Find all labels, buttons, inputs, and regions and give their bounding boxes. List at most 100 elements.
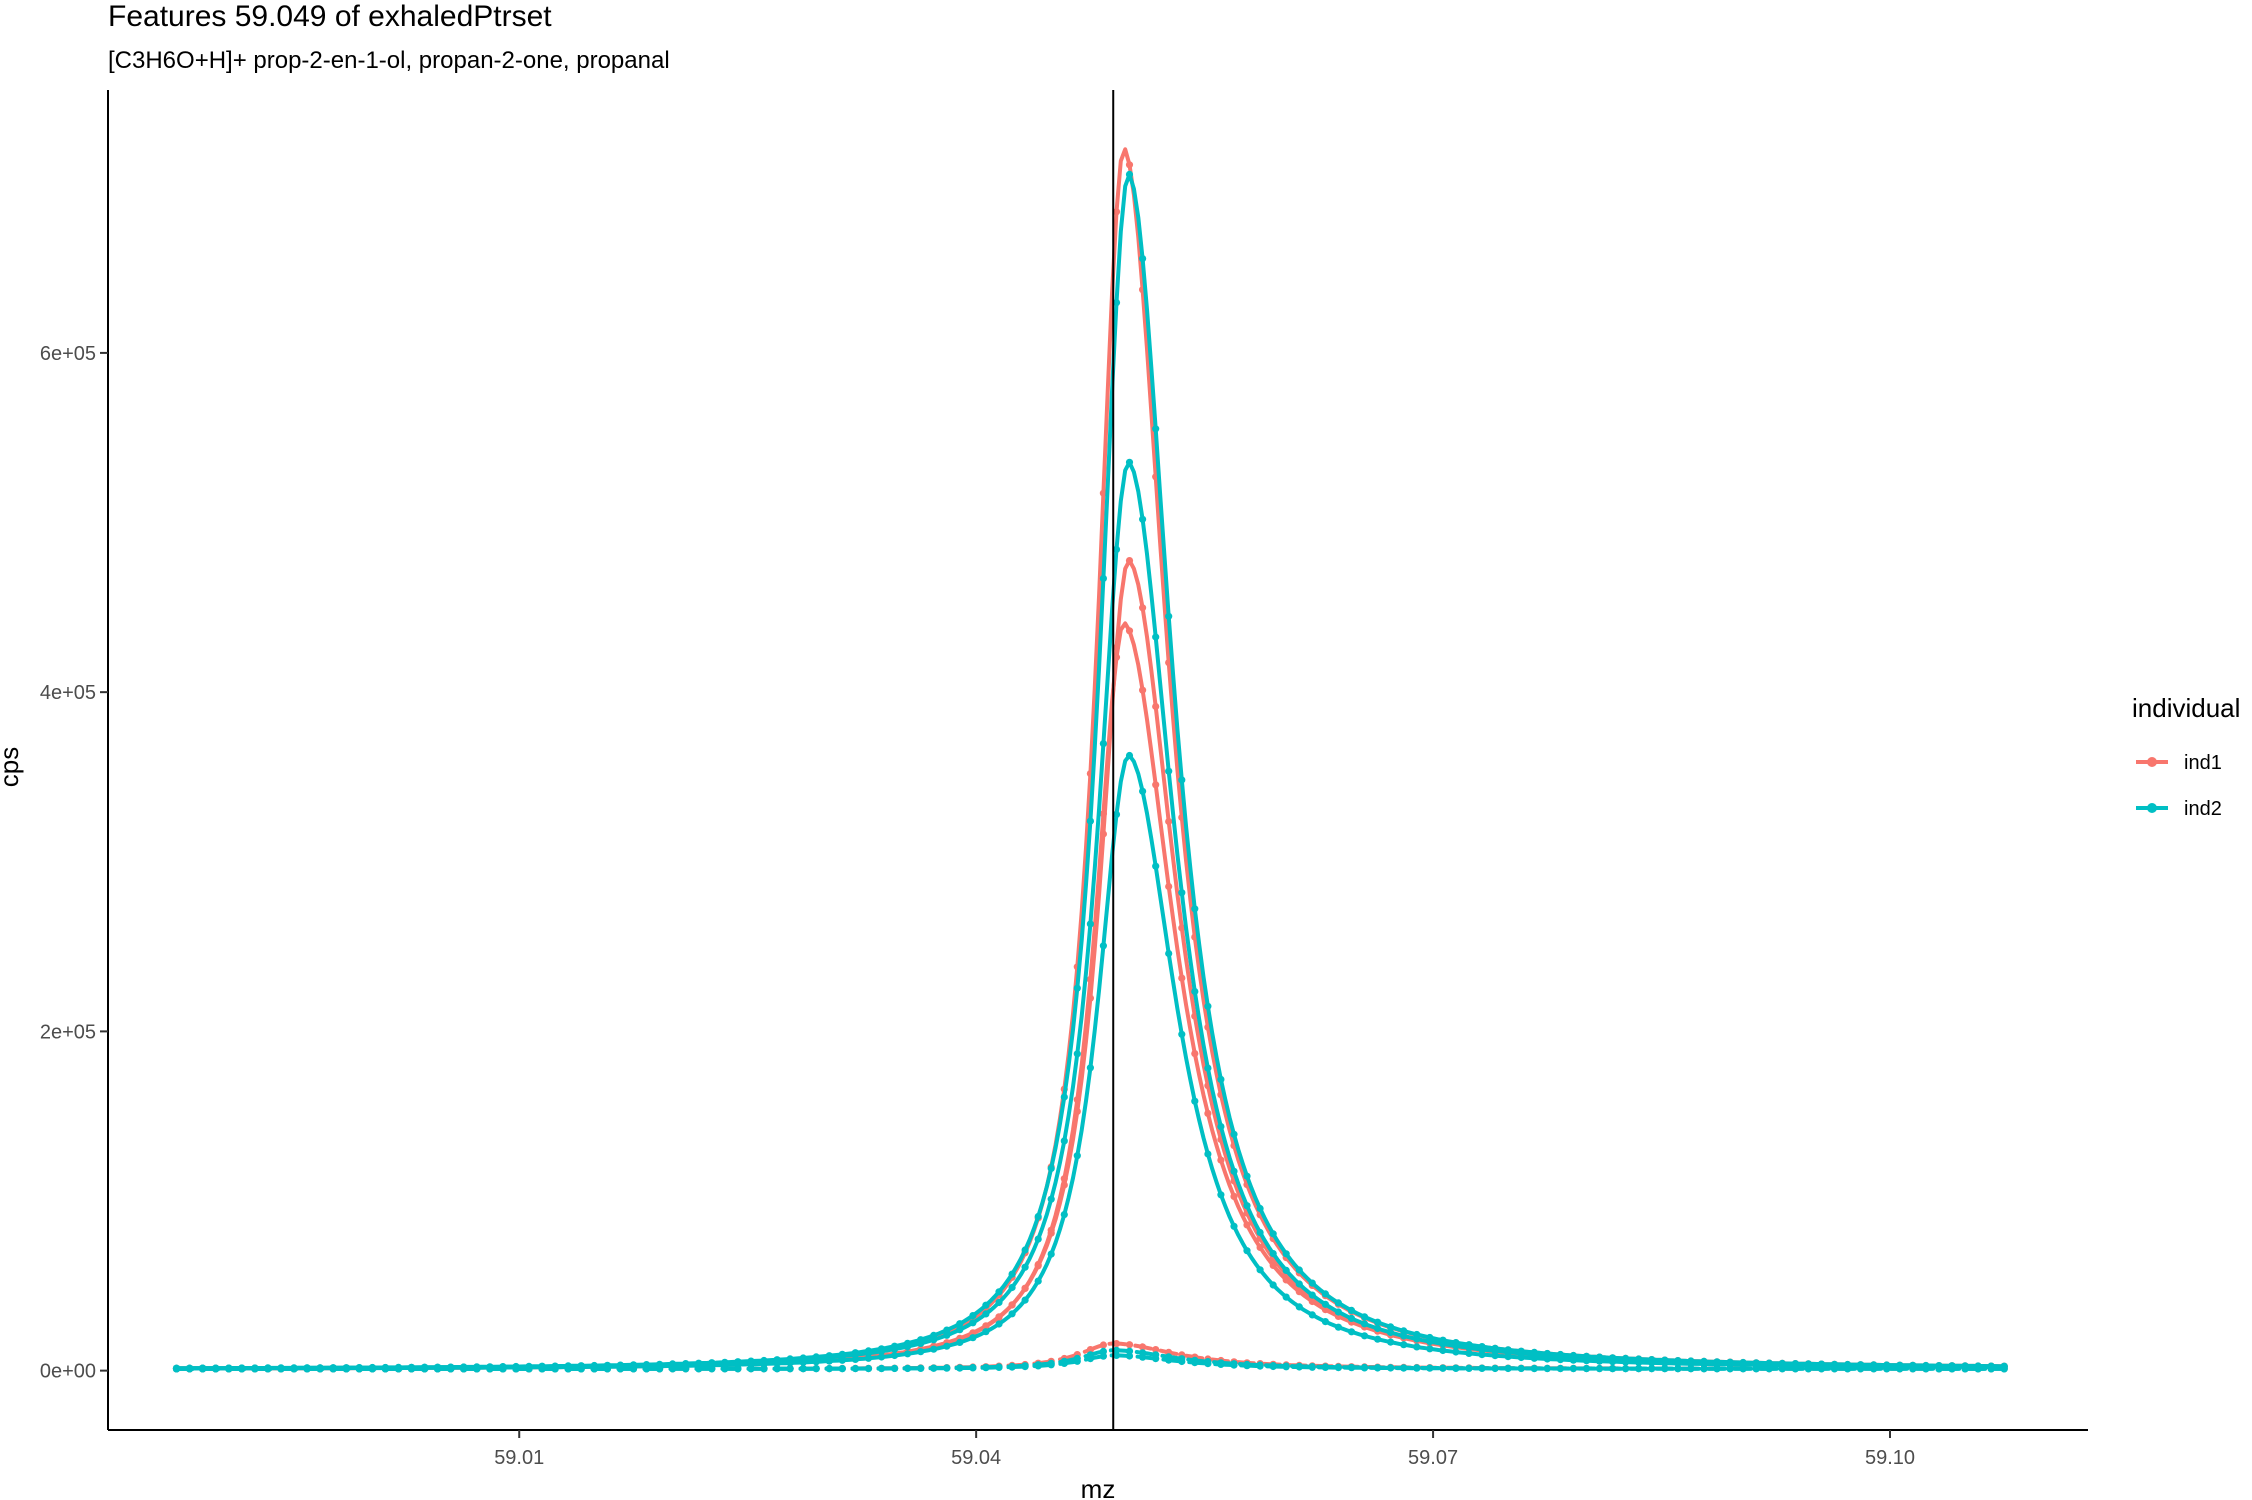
data-point: [1008, 1310, 1016, 1318]
chart-title: Features 59.049 of exhaledPtrset: [108, 0, 552, 33]
data-point: [969, 1319, 977, 1327]
data-point: [1047, 1250, 1055, 1258]
data-point: [1086, 975, 1094, 984]
data-point: [1987, 1365, 1995, 1373]
data-point: [1635, 1365, 1643, 1373]
data-point: [1034, 1277, 1042, 1285]
data-point: [1374, 1364, 1382, 1372]
data-point: [734, 1365, 742, 1373]
legend-entry-ind2: ind2: [2136, 798, 2222, 820]
data-point: [1073, 1152, 1081, 1160]
y-axis-ticks: 0e+00 2e+05 4e+05 6e+05: [40, 343, 108, 1383]
data-point: [1021, 1246, 1029, 1254]
data-point: [786, 1365, 794, 1373]
data-point: [1491, 1364, 1499, 1373]
data-point: [1243, 1172, 1251, 1180]
data-point: [1295, 1303, 1303, 1311]
data-point: [1152, 1346, 1160, 1354]
data-point: [1256, 1362, 1264, 1370]
data-point: [642, 1365, 651, 1373]
data-point: [1857, 1365, 1865, 1373]
data-point: [238, 1365, 246, 1373]
data-point: [1099, 1341, 1107, 1349]
data-point: [1360, 1320, 1369, 1328]
data-point: [1661, 1365, 1669, 1373]
data-point: [1165, 767, 1173, 775]
series-layer: [172, 147, 2008, 1373]
data-point: [290, 1365, 298, 1373]
data-point: [1648, 1359, 1656, 1367]
data-point: [1125, 458, 1134, 466]
data-point: [1191, 905, 1199, 913]
data-point: [747, 1365, 755, 1373]
data-point: [1739, 1365, 1747, 1373]
series-line: [174, 147, 2007, 1371]
data-point: [656, 1365, 664, 1373]
data-point: [1243, 1247, 1251, 1255]
data-point: [1321, 1318, 1329, 1326]
data-point: [1569, 1365, 1577, 1373]
data-point: [590, 1365, 598, 1373]
data-point: [1948, 1365, 1956, 1373]
data-point: [1191, 987, 1199, 996]
data-point: [564, 1365, 572, 1373]
y-tick-label: 0e+00: [40, 1361, 96, 1383]
data-point: [1008, 1270, 1016, 1278]
data-point: [1817, 1365, 1826, 1373]
data-point: [1021, 1263, 1029, 1271]
data-point: [1125, 557, 1134, 565]
data-point: [1465, 1364, 1473, 1372]
data-point: [851, 1355, 860, 1363]
data-point: [1622, 1365, 1630, 1373]
data-point: [1256, 1228, 1264, 1237]
x-axis-ticks: 59.01 59.04 59.07 59.10: [494, 1430, 1915, 1469]
data-point: [1230, 1361, 1238, 1369]
data-point: [1909, 1365, 1917, 1373]
data-point: [1452, 1348, 1460, 1356]
data-point: [1073, 984, 1081, 992]
data-point: [773, 1365, 781, 1373]
data-point: [355, 1365, 363, 1373]
data-point: [1700, 1365, 1708, 1373]
data-point: [969, 1312, 977, 1320]
data-point: [1047, 1361, 1055, 1369]
data-point: [1217, 1075, 1225, 1083]
data-point: [969, 1364, 977, 1372]
data-point: [1269, 1230, 1277, 1238]
data-point: [930, 1364, 938, 1372]
data-point: [629, 1365, 638, 1373]
data-point: [1582, 1357, 1591, 1365]
data-point: [1165, 882, 1173, 891]
data-point: [368, 1365, 376, 1373]
data-point: [1347, 1328, 1356, 1336]
data-point: [1204, 1064, 1212, 1072]
data-point: [1883, 1365, 1891, 1373]
data-point: [1530, 1354, 1538, 1362]
data-point: [277, 1365, 285, 1373]
data-point: [1595, 1365, 1604, 1373]
data-point: [1321, 1300, 1329, 1308]
data-point: [1152, 633, 1160, 641]
data-point: [995, 1363, 1003, 1371]
data-point: [1648, 1365, 1656, 1373]
data-point: [812, 1358, 820, 1366]
y-tick-label: 6e+05: [40, 343, 96, 365]
data-point: [1308, 1363, 1316, 1371]
data-point: [1308, 1291, 1316, 1299]
legend: individual ind1 ind2: [2132, 693, 2240, 820]
data-point: [1008, 1363, 1016, 1371]
data-point: [995, 1313, 1003, 1321]
data-point: [1060, 1137, 1068, 1145]
data-point: [1047, 1164, 1055, 1172]
data-point: [1674, 1359, 1682, 1368]
data-point: [303, 1365, 311, 1373]
data-point: [1152, 702, 1160, 711]
data-point: [1661, 1359, 1669, 1367]
data-point: [264, 1365, 272, 1373]
data-point: [407, 1365, 416, 1373]
data-point: [1256, 1243, 1264, 1251]
data-point: [904, 1343, 912, 1351]
data-point: [864, 1349, 873, 1357]
data-point: [186, 1365, 194, 1373]
